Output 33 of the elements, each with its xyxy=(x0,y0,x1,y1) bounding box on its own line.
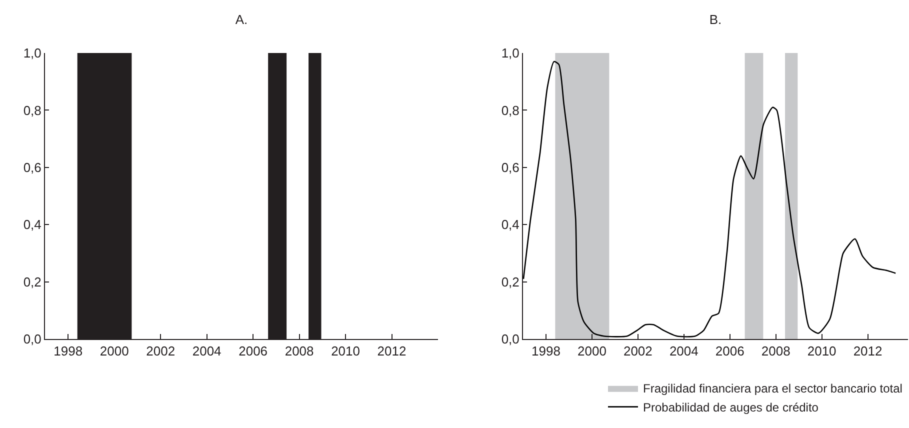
x-tick-label: 2012 xyxy=(853,344,882,359)
y-tick-label: 0,6 xyxy=(501,160,520,175)
x-tick-label: 2000 xyxy=(578,344,606,359)
y-tick-label: 0,2 xyxy=(23,274,42,290)
x-tick-label: 2010 xyxy=(807,344,836,359)
y-tick-label: 0,0 xyxy=(501,332,520,347)
y-tick-label: 0,4 xyxy=(23,217,42,232)
x-tick-label: 2004 xyxy=(192,344,222,359)
y-tick-label: 0,6 xyxy=(23,160,42,175)
x-tick-label: 1998 xyxy=(54,344,83,359)
y-tick-label: 1,0 xyxy=(23,46,42,61)
x-tick-label: 2006 xyxy=(715,344,744,359)
x-tick-label: 2004 xyxy=(669,344,698,359)
y-tick-label: 0,8 xyxy=(23,102,42,118)
legend-label: Fragilidad financiera para el sector bancario total xyxy=(643,382,902,396)
x-tick-label: 2002 xyxy=(146,344,176,359)
x-tick-label: 2006 xyxy=(238,344,268,359)
x-tick-label: 2012 xyxy=(377,344,406,359)
chart-title: A. xyxy=(235,12,248,28)
legend-label: Probabilidad de auges de crédito xyxy=(643,400,819,414)
chart-title: B. xyxy=(709,12,722,28)
x-tick-label: 2008 xyxy=(284,344,314,359)
line-series xyxy=(523,60,896,338)
x-tick-label: 2002 xyxy=(623,344,652,359)
x-tick-label: 2000 xyxy=(100,344,129,359)
y-tick-label: 0,4 xyxy=(501,217,520,232)
y-tick-label: 0,8 xyxy=(501,102,520,118)
y-tick-label: 0,0 xyxy=(23,332,42,347)
x-tick-label: 2008 xyxy=(761,344,790,359)
x-tick-label: 2010 xyxy=(331,344,360,359)
y-tick-label: 0,2 xyxy=(501,274,520,290)
y-tick-label: 1,0 xyxy=(501,46,520,61)
x-tick-label: 1998 xyxy=(532,344,560,359)
